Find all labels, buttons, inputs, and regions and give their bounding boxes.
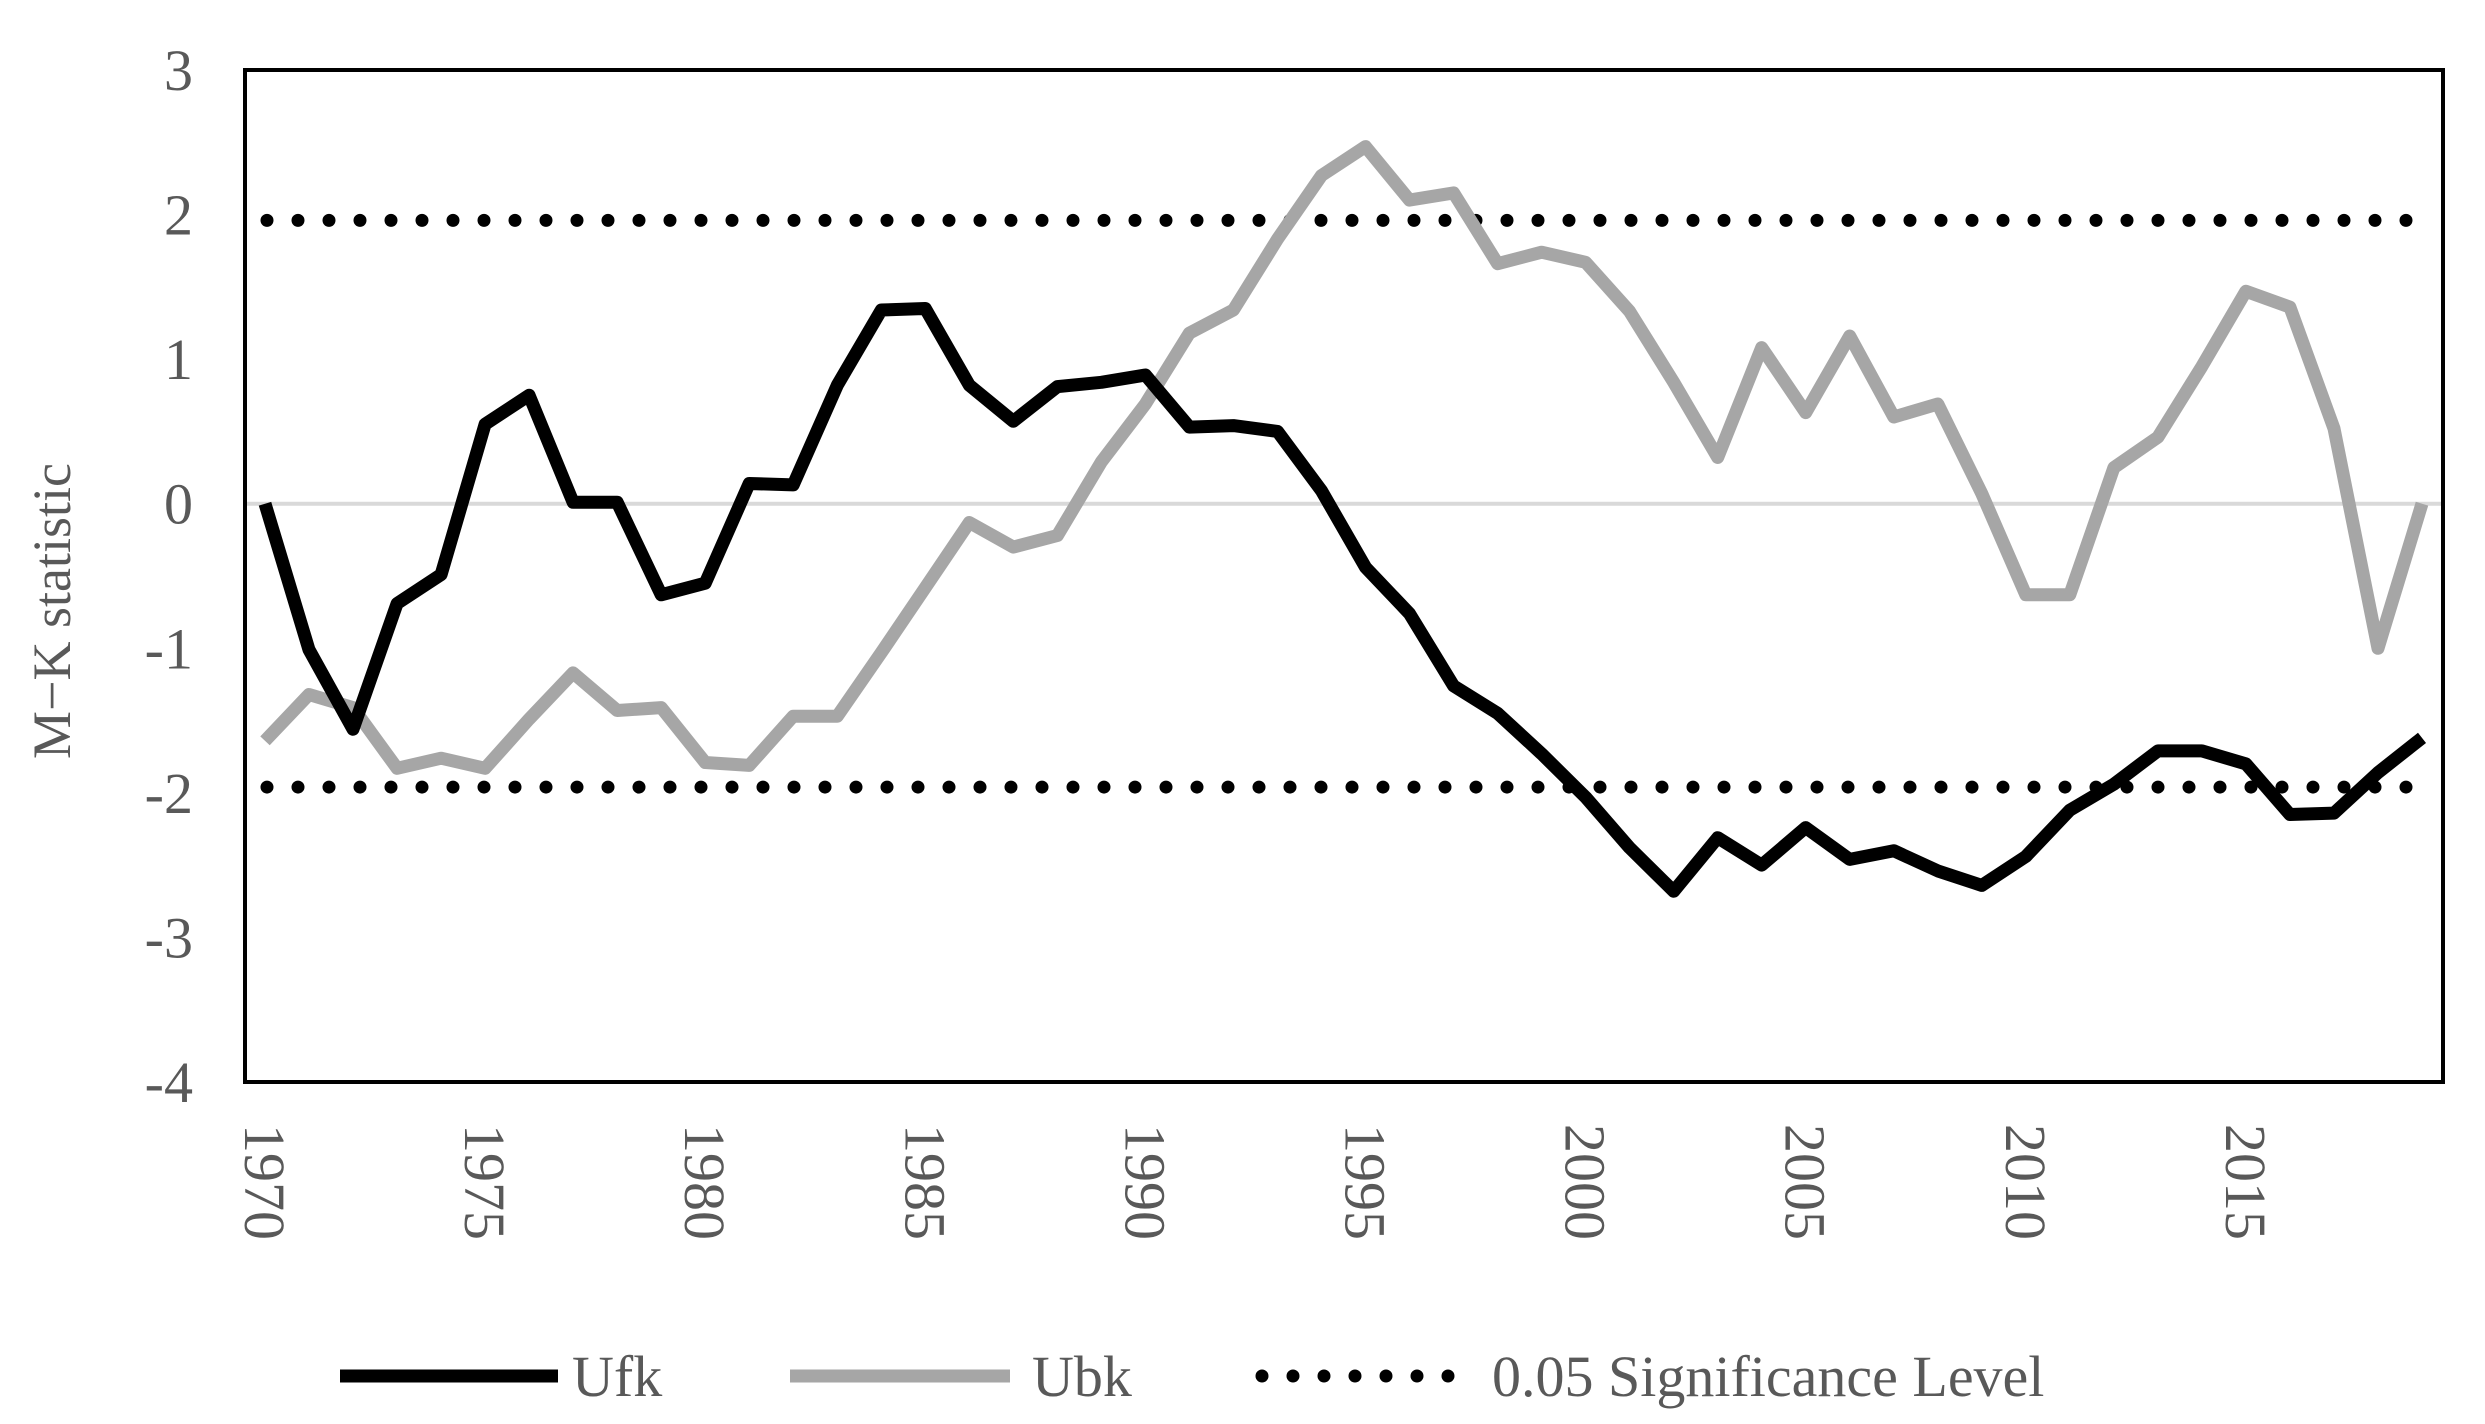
y-tick-label: -3 <box>145 905 193 970</box>
y-tick-label: 3 <box>164 38 193 103</box>
y-axis-title: M−K statistic <box>22 463 82 759</box>
series-line-ubk <box>260 140 2429 775</box>
legend-item-1: Ufk <box>340 1344 662 1409</box>
y-tick-label: 0 <box>164 472 193 537</box>
legend-item-2: Ubk <box>790 1344 1132 1409</box>
legend-item-3: 0.05 Significance Level <box>1255 1344 2044 1409</box>
y-tick-label: 1 <box>164 327 193 392</box>
y-tick-label: -4 <box>145 1050 193 1115</box>
x-tick-label: 1985 <box>892 1124 957 1240</box>
y-axis-ticks: 3 2 1 0 -1 -2 -3 -4 <box>145 38 193 1115</box>
legend-label: 0.05 Significance Level <box>1492 1344 2044 1409</box>
y-tick-label: -2 <box>145 761 193 826</box>
x-axis-ticks: 1970 1975 1980 1985 1990 1995 2000 2005 2010 2015 <box>232 1124 2278 1240</box>
x-tick-label: 2000 <box>1553 1124 1618 1240</box>
x-tick-label: 2015 <box>2213 1124 2278 1240</box>
y-tick-label: -1 <box>145 616 193 681</box>
legend-label: Ubk <box>1032 1344 1132 1409</box>
legend-label: Ufk <box>572 1344 662 1409</box>
legend: Ufk Ubk 0.05 Significance Level <box>340 1344 2044 1409</box>
series-group <box>258 140 2429 898</box>
x-tick-label: 1980 <box>672 1124 737 1240</box>
x-tick-label: 1970 <box>232 1124 297 1240</box>
x-tick-label: 1975 <box>452 1124 517 1240</box>
x-tick-label: 1995 <box>1333 1124 1398 1240</box>
x-tick-label: 1990 <box>1112 1124 1177 1240</box>
series-line-ufk <box>258 302 2427 898</box>
x-tick-label: 2010 <box>1993 1124 2058 1240</box>
y-tick-label: 2 <box>164 183 193 248</box>
plot-frame <box>243 68 2445 1084</box>
x-tick-label: 2005 <box>1773 1124 1838 1240</box>
significance-lines-group <box>260 213 2440 794</box>
